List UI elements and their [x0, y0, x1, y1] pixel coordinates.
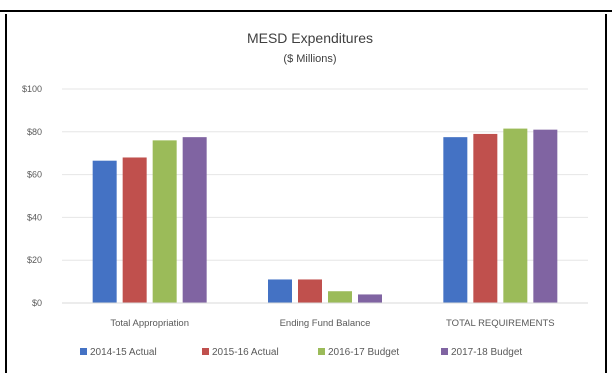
y-tick-label: $60 [27, 170, 42, 180]
bar [182, 137, 207, 303]
x-category-label: Total Appropriation [110, 318, 189, 329]
bars [92, 128, 558, 303]
bar [503, 128, 528, 303]
bar [473, 133, 498, 303]
legend-swatch [441, 348, 448, 355]
gridlines [62, 88, 588, 261]
x-category-label: TOTAL REQUIREMENTS [446, 318, 555, 329]
bar [122, 157, 147, 303]
bar [328, 291, 352, 303]
legend-swatch [80, 348, 87, 355]
bar [298, 279, 322, 303]
legend: 2014-15 Actual 2015-16 Actual 2016-17 Budg… [80, 347, 522, 358]
y-tick-label: $80 [27, 127, 42, 137]
bar [152, 140, 177, 303]
bar [443, 137, 468, 303]
y-tick-label: $40 [27, 212, 42, 222]
legend-label: 2015-16 Actual [212, 347, 279, 358]
bar [533, 129, 558, 303]
chart-title: MESD Expenditures [247, 30, 373, 46]
legend-label: 2016-17 Budget [328, 347, 399, 358]
y-tick-label: $100 [22, 84, 42, 94]
bar [268, 279, 292, 303]
top-border-strip [0, 0, 612, 12]
bar [358, 294, 382, 303]
legend-swatch [318, 348, 325, 355]
y-tick-label: $20 [27, 255, 42, 265]
y-axis-ticks: $0 $20 $40 $60 $80 $100 [22, 84, 42, 308]
bar [92, 160, 117, 303]
y-tick-label: $0 [32, 298, 42, 308]
legend-swatch [202, 348, 209, 355]
x-category-label: Ending Fund Balance [280, 318, 371, 329]
legend-label: 2014-15 Actual [90, 347, 157, 358]
chart-subtitle: ($ Millions) [283, 53, 336, 65]
legend-label: 2017-18 Budget [451, 347, 522, 358]
x-axis-categories: Total Appropriation Ending Fund Balance TO… [110, 318, 554, 329]
